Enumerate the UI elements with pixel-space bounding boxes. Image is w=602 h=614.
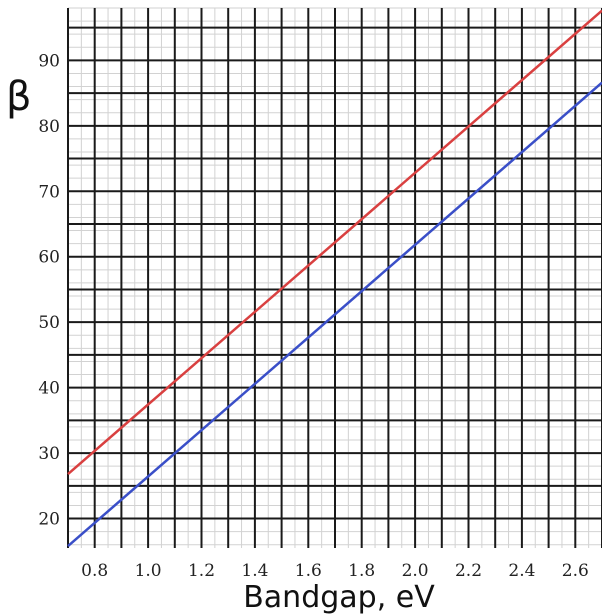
y-tick-label: 40 (38, 379, 60, 399)
y-tick-label: 30 (38, 444, 60, 464)
y-tick-label: 70 (38, 182, 60, 202)
y-tick-labels: 20 30 40 50 60 70 80 90 (38, 51, 60, 529)
x-tick-labels: 0.8 1.0 1.2 1.4 1.6 1.8 2.0 2.2 2.4 2.6 (81, 561, 589, 581)
x-tick-label: 1.0 (135, 561, 162, 581)
y-tick-label: 80 (38, 117, 60, 137)
x-tick-label: 1.2 (188, 561, 215, 581)
x-tick-label: 1.4 (241, 561, 268, 581)
x-tick-label: 2.0 (402, 561, 429, 581)
x-tick-label: 2.2 (455, 561, 482, 581)
x-tick-label: 0.8 (81, 561, 108, 581)
x-axis-title: Bandgap, eV (243, 580, 435, 614)
x-tick-label: 1.6 (295, 561, 322, 581)
y-tick-label: 60 (38, 248, 60, 268)
y-axis-title: β (6, 74, 32, 120)
x-tick-label: 1.8 (348, 561, 375, 581)
series-line-1 (67, 9, 602, 475)
x-tick-label: 2.6 (562, 561, 589, 581)
series-line-2 (67, 81, 602, 547)
series-layer (67, 9, 602, 547)
major-grid (67, 8, 602, 548)
y-tick-label: 20 (38, 510, 60, 530)
y-tick-label: 50 (38, 313, 60, 333)
y-tick-label: 90 (38, 51, 60, 71)
x-tick-label: 2.4 (508, 561, 535, 581)
